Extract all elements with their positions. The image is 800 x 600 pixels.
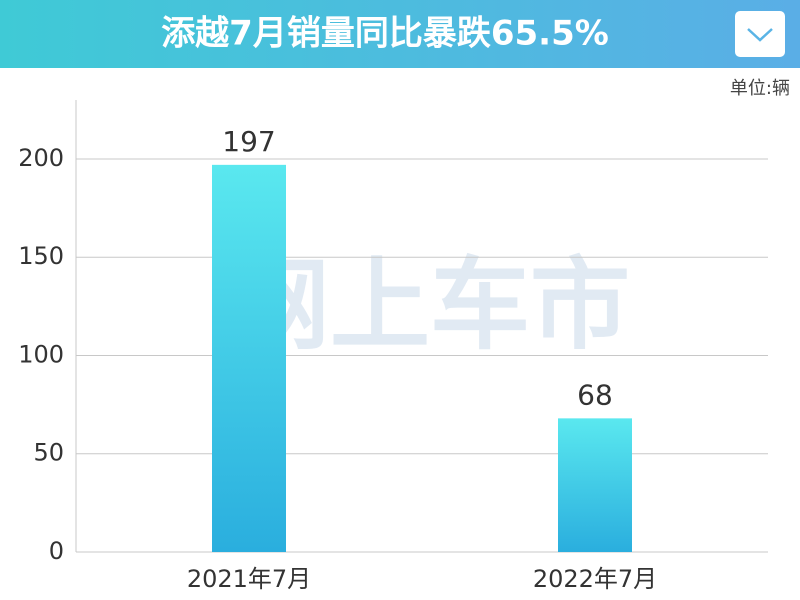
x-tick-label: 2022年7月 bbox=[533, 565, 657, 593]
value-label: 68 bbox=[577, 378, 613, 411]
header-bar bbox=[0, 0, 800, 68]
y-tick-label: 150 bbox=[18, 242, 64, 270]
y-tick-label: 200 bbox=[18, 144, 64, 172]
bar bbox=[558, 418, 632, 552]
value-label: 197 bbox=[222, 125, 275, 158]
unit-label: 单位:辆 bbox=[730, 78, 790, 99]
bar bbox=[212, 164, 286, 552]
chart-title: 添越7月销量同比暴跌65.5% bbox=[161, 14, 609, 54]
watermark: 网上车市 bbox=[230, 246, 630, 363]
y-tick-label: 0 bbox=[49, 537, 64, 565]
dropdown-button[interactable] bbox=[735, 11, 785, 57]
x-tick-label: 2021年7月 bbox=[187, 565, 311, 593]
y-tick-label: 50 bbox=[33, 439, 64, 467]
y-tick-label: 100 bbox=[18, 340, 64, 368]
